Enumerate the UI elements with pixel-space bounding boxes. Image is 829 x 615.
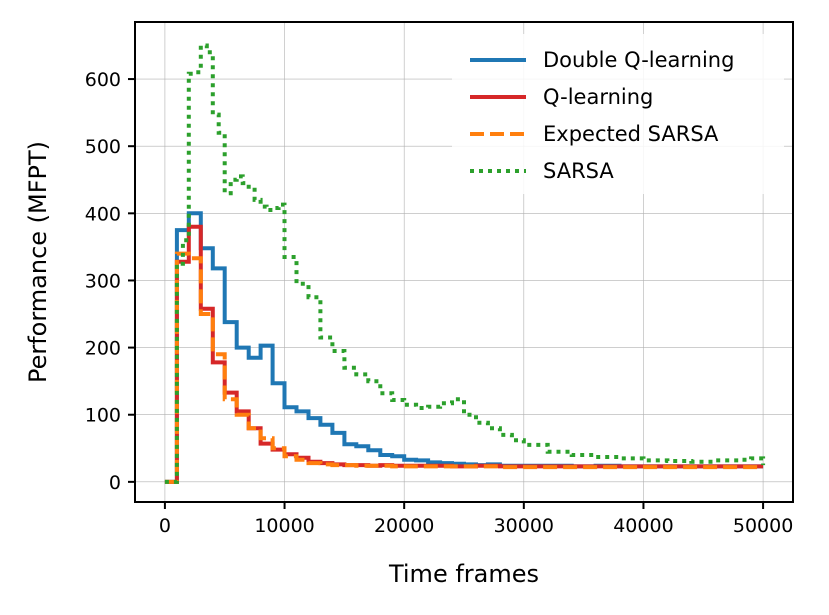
ticks: 0 10000 20000 30000 40000 50000 0 100 200 300 400 5… <box>85 69 794 537</box>
y-tick-label: 100 <box>85 405 121 427</box>
x-tick-label: 30000 <box>494 515 554 537</box>
x-tick-label: 50000 <box>733 515 793 537</box>
legend: Double Q-learning Q-learning Expected SARS… <box>452 34 784 194</box>
x-tick-label: 20000 <box>374 515 434 537</box>
y-tick-label: 400 <box>85 203 121 225</box>
legend-label: Expected SARSA <box>543 122 719 146</box>
legend-label: Double Q-learning <box>543 48 734 72</box>
series-line-expected-sarsa <box>164 251 764 484</box>
x-tick-label: 40000 <box>613 515 673 537</box>
y-tick-label: 500 <box>85 136 121 158</box>
x-tick-label: 0 <box>159 515 171 537</box>
y-tick-label: 300 <box>85 270 121 292</box>
y-tick-label: 600 <box>85 69 121 91</box>
y-tick-label: 0 <box>109 472 121 494</box>
plot-frame <box>134 21 794 503</box>
y-tick-label: 200 <box>85 338 121 360</box>
y-axis-label: Performance (MFPT) <box>24 141 52 383</box>
x-tick-label: 10000 <box>254 515 314 537</box>
x-axis-label: Time frames <box>388 560 539 588</box>
series-line-sarsa <box>164 43 766 484</box>
legend-label: Q-learning <box>543 85 653 109</box>
series-layer <box>164 43 766 484</box>
legend-label: SARSA <box>543 159 614 183</box>
